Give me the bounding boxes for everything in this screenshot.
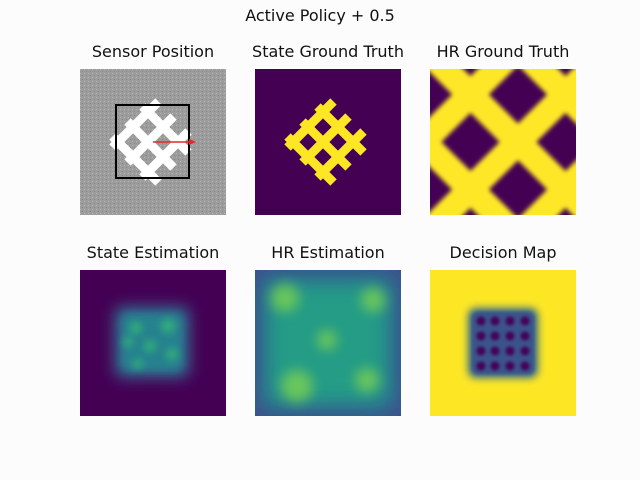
- panel-decision-map: Decision Map: [430, 243, 576, 416]
- state-ground-truth-image: [255, 69, 401, 215]
- panel-hr-estimation: HR Estimation: [255, 243, 401, 416]
- state-estimation-image: [80, 270, 226, 416]
- panel-title: Decision Map: [449, 243, 557, 262]
- panel-state-estimation: State Estimation: [80, 243, 226, 416]
- decision-map-image: [430, 270, 576, 416]
- panel-title: HR Estimation: [271, 243, 385, 262]
- panel-title: HR Ground Truth: [436, 42, 570, 61]
- hr-estimation-image: [255, 270, 401, 416]
- panel-hr-ground-truth: HR Ground Truth: [430, 42, 576, 215]
- sensor-arrow-head: [189, 139, 196, 145]
- panel-state-ground-truth: State Ground Truth: [252, 42, 404, 215]
- hr-ground-truth-image: [430, 69, 576, 215]
- panel-title: Sensor Position: [91, 42, 215, 61]
- figure-title: Active Policy + 0.5: [245, 6, 395, 25]
- panel-title: State Estimation: [86, 243, 220, 262]
- panel-title: State Ground Truth: [252, 42, 404, 61]
- sensor-position-image: [80, 69, 226, 215]
- panel-sensor-position: Sensor Position: [80, 42, 226, 215]
